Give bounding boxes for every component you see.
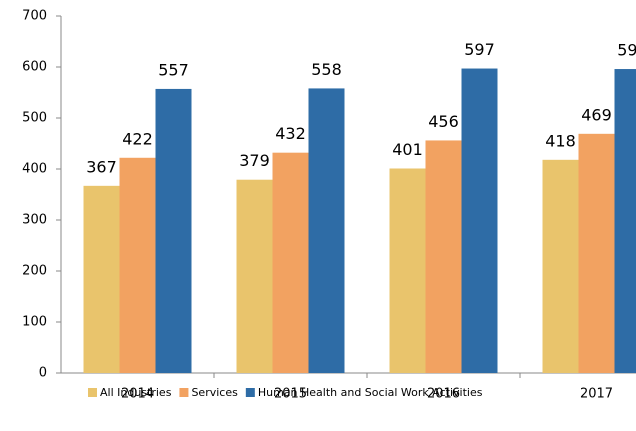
bar: [272, 152, 309, 373]
bar: [308, 88, 345, 374]
bar: [389, 168, 426, 373]
y-tick-label: 700: [22, 9, 47, 24]
bar: [119, 157, 156, 373]
y-tick-label: 600: [22, 60, 47, 75]
bar: [578, 133, 615, 373]
x-tick-label: 2017: [580, 387, 613, 402]
value-label: 367: [86, 157, 117, 176]
x-tick-label: 2014: [121, 387, 154, 402]
bar: [425, 140, 462, 373]
y-tick-label: 200: [22, 264, 47, 279]
legend-label: All Industries: [100, 386, 172, 399]
legend-swatch: [88, 388, 97, 397]
bar: [461, 68, 498, 373]
bar: [542, 159, 579, 373]
legend-label: Services: [191, 386, 238, 399]
legend-swatch: [245, 388, 255, 397]
x-tick-label: 2016: [427, 387, 460, 402]
value-label: 432: [275, 124, 306, 143]
y-tick-label: 400: [22, 162, 47, 177]
bar: [614, 69, 636, 373]
value-label: 418: [545, 131, 576, 150]
bar: [155, 88, 192, 374]
y-tick-label: 100: [22, 315, 47, 330]
bar: [236, 179, 273, 373]
y-tick-label: 300: [22, 213, 47, 228]
legend-swatch: [179, 388, 189, 397]
value-label: 379: [239, 151, 270, 170]
value-label: 469: [581, 105, 612, 124]
value-label: 597: [464, 40, 495, 59]
value-label: 401: [392, 140, 423, 159]
value-label: 596: [617, 41, 636, 60]
value-label: 557: [158, 60, 189, 79]
legend-label: Human Health and Social Work Activities: [258, 386, 483, 399]
value-label: 558: [311, 60, 342, 79]
bar: [83, 185, 120, 373]
y-tick-label: 500: [22, 111, 47, 126]
value-label: 456: [428, 112, 459, 131]
y-tick-label: 0: [39, 366, 47, 381]
value-label: 422: [122, 129, 153, 148]
x-tick-label: 2015: [274, 387, 307, 402]
